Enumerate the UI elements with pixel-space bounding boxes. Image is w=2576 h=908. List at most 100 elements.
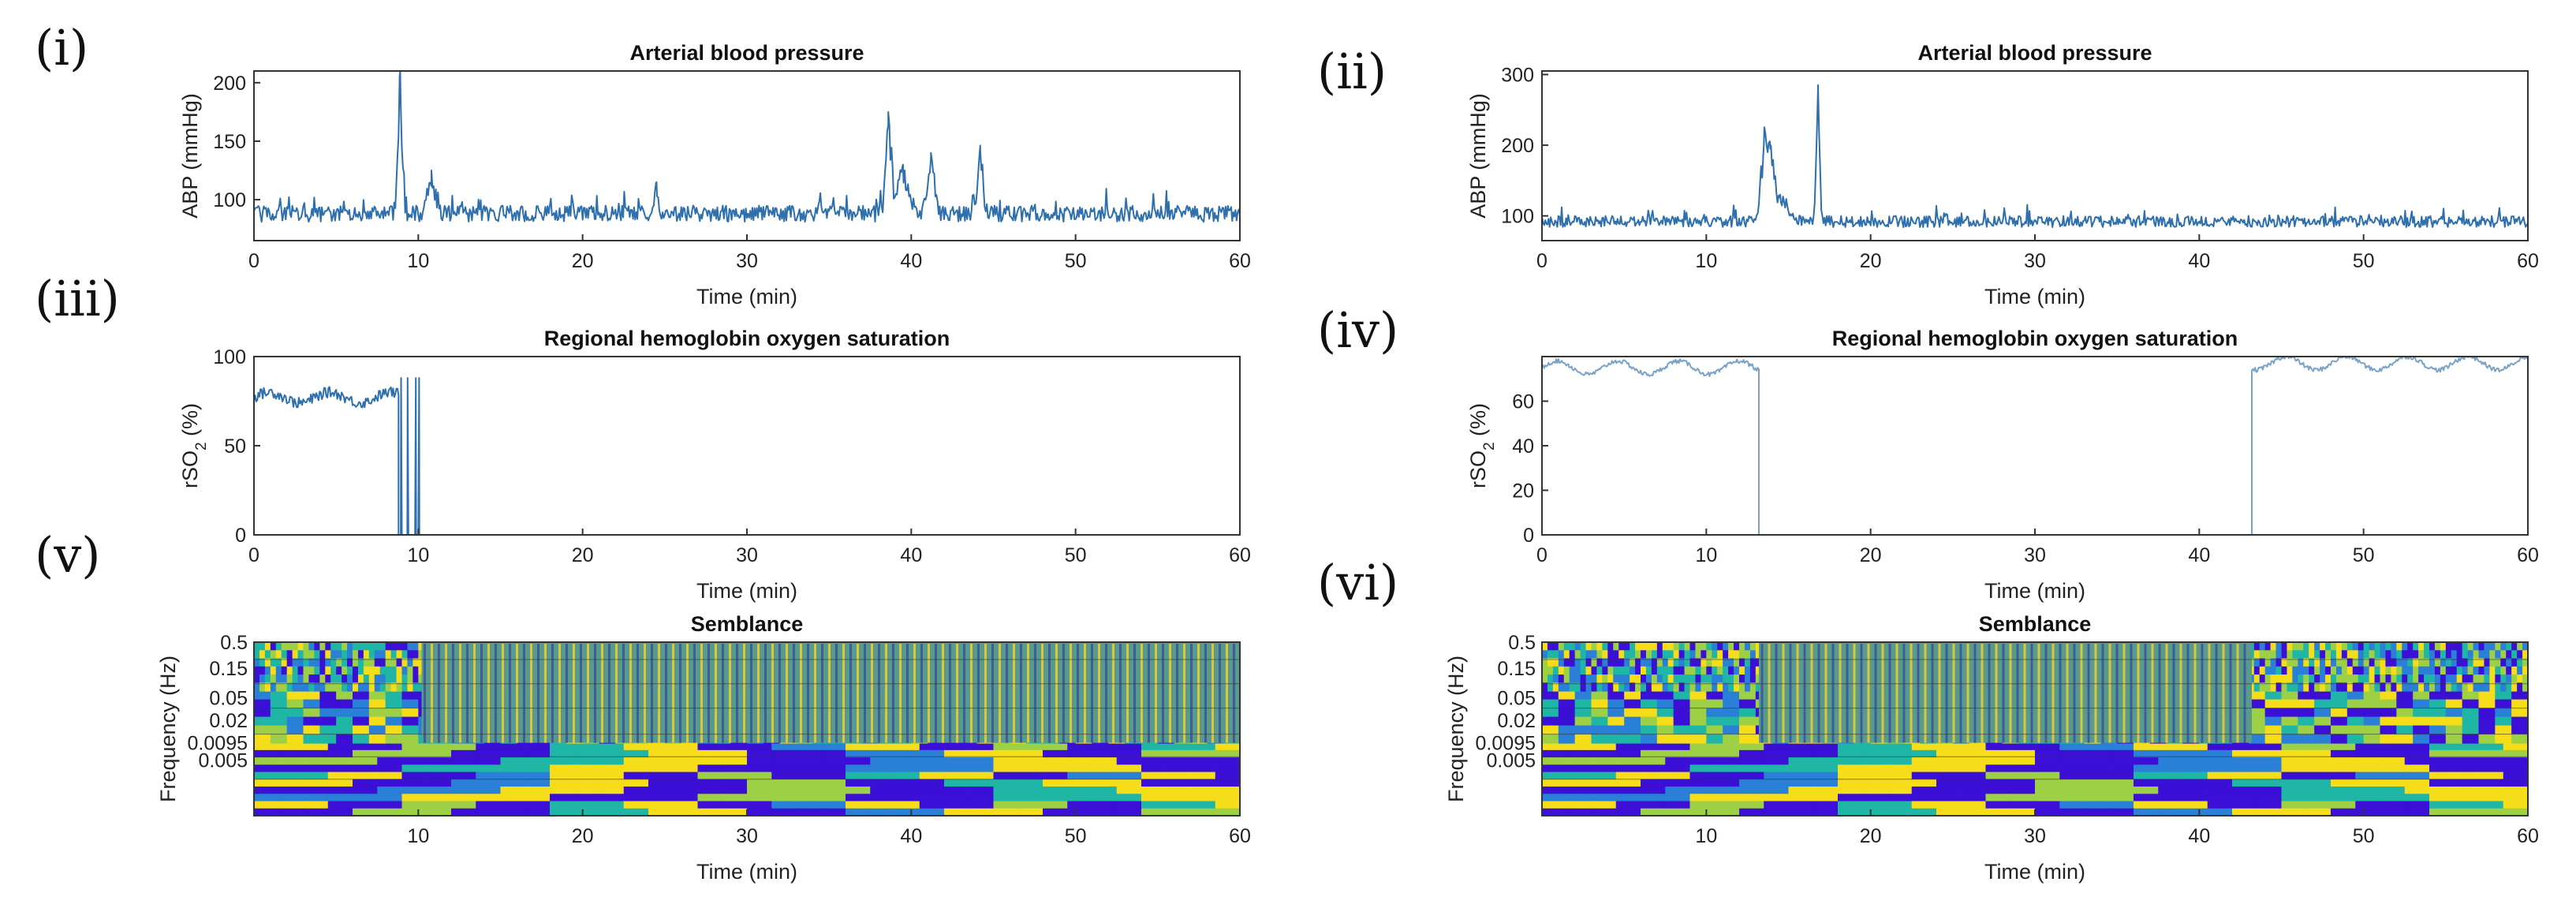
semblance-high-cell	[2298, 658, 2305, 667]
semblance-band-cell	[1665, 757, 1691, 766]
semblance-high-cell	[1717, 642, 1724, 652]
semblance-high-cell	[2320, 682, 2327, 692]
semblance-high-cell	[270, 642, 277, 652]
semblance-high-cell	[1563, 682, 1570, 692]
semblance-high-cell	[2391, 674, 2398, 684]
semblance-high-cell	[1635, 666, 1641, 676]
semblance-band-cell	[2305, 787, 2331, 795]
semblance-high-cell	[281, 658, 288, 667]
semblance-band-cell	[2404, 764, 2430, 773]
semblance-high-cell	[275, 658, 282, 667]
semblance-high-cell	[2511, 666, 2518, 676]
semblance-high-cell	[2253, 642, 2261, 652]
semblance-band-cell	[870, 779, 896, 788]
semblance-high-cell	[2259, 642, 2266, 652]
semblance-band-cell	[1936, 764, 1962, 773]
semblance-band-cell	[796, 787, 822, 795]
semblance-high-cell	[1645, 674, 1652, 684]
semblance-high-cell	[2418, 658, 2425, 667]
semblance-band-cell	[1985, 779, 2011, 788]
semblance-band-cell	[993, 787, 1019, 795]
semblance-high-cell	[1602, 674, 1609, 684]
semblance-mid-cell	[2298, 734, 2316, 744]
semblance-mid-cell	[2413, 690, 2430, 701]
semblance-mid-cell	[1624, 699, 1641, 709]
semblance-high-cell	[1569, 682, 1576, 692]
semblance-band-cell	[846, 779, 872, 788]
x-tick-label: 30	[736, 250, 758, 272]
semblance-high-cell	[1695, 642, 1702, 652]
semblance-mid-cell	[1591, 690, 1609, 701]
semblance-band-cell	[1043, 742, 1069, 751]
semblance-high-cell	[2495, 682, 2502, 692]
semblance-band-cell	[2281, 794, 2307, 802]
semblance-band-cell	[820, 794, 846, 802]
semblance-band-cell	[476, 764, 502, 773]
semblance-band-cell	[599, 801, 625, 809]
semblance-band-cell	[820, 749, 846, 759]
semblance-mid-cell	[2298, 699, 2316, 709]
semblance-band-cell	[1813, 808, 1839, 816]
semblance-band-cell	[820, 787, 846, 795]
semblance-band-cell	[1116, 787, 1142, 795]
semblance-mid-cell	[1574, 716, 1592, 727]
semblance-high-cell	[2424, 642, 2430, 652]
semblance-band-cell	[1764, 757, 1790, 766]
semblance-band-cell	[278, 779, 304, 788]
semblance-band-cell	[820, 808, 846, 816]
semblance-band-cell	[2134, 772, 2160, 780]
semblance-band-cell	[1190, 757, 1216, 766]
semblance-mid-cell	[2380, 708, 2398, 718]
semblance-high-cell	[418, 674, 425, 684]
semblance-high-cell	[2484, 682, 2491, 692]
semblance-band-cell	[1985, 742, 2011, 751]
semblance-band-cell	[2182, 764, 2208, 773]
semblance-high-cell	[2253, 658, 2261, 667]
semblance-band-cell	[1067, 757, 1093, 766]
semblance-band-cell	[1714, 801, 1740, 809]
semblance-band-cell	[1615, 742, 1641, 751]
x-tick-label: 50	[2353, 250, 2375, 272]
semblance-band-cell	[1641, 779, 1667, 788]
semblance-high-cell	[2522, 682, 2528, 692]
semblance-band-cell	[2429, 794, 2455, 802]
semblance-mid-cell	[353, 708, 370, 718]
semblance-high-cell	[2352, 666, 2359, 676]
semblance-high-cell	[330, 666, 338, 676]
semblance-high-cell	[1673, 666, 1680, 676]
semblance-high-cell	[2281, 650, 2288, 660]
semblance-band-cell	[648, 787, 674, 795]
y-tick-label: 0.005	[198, 750, 248, 772]
semblance-band-cell	[1141, 764, 1167, 773]
semblance-mid-cell	[1558, 699, 1576, 709]
semblance-high-cell	[2298, 642, 2305, 652]
semblance-high-cell	[2462, 658, 2469, 667]
semblance-band-cell	[327, 801, 353, 809]
semblance-band-cell	[1936, 757, 1962, 766]
semblance-high-cell	[1651, 650, 1658, 660]
semblance-band-cell	[1017, 749, 1043, 759]
semblance-band-cell	[254, 772, 280, 780]
x-tick-label: 40	[2188, 250, 2210, 272]
semblance-band-cell	[1641, 757, 1667, 766]
semblance-mid-cell	[2413, 725, 2430, 735]
semblance-high-cell	[2346, 658, 2354, 667]
semblance-mid-cell	[401, 725, 420, 735]
semblance-band-cell	[1739, 787, 1765, 795]
semblance-high-cell	[281, 666, 288, 676]
semblance-band-cell	[401, 808, 427, 816]
semblance-mid-cell	[2248, 699, 2266, 709]
semblance-high-cell	[297, 666, 304, 676]
semblance-mid-cell	[319, 690, 338, 701]
semblance-mid-cell	[270, 699, 288, 709]
semblance-band-cell	[327, 787, 353, 795]
semblance-band-cell	[1043, 787, 1069, 795]
semblance-band-cell	[648, 801, 674, 809]
semblance-band-cell	[550, 787, 576, 795]
semblance-high-cell	[292, 666, 299, 676]
semblance-band-cell	[1665, 749, 1691, 759]
semblance-high-cell	[1656, 658, 1663, 667]
semblance-mid-cell	[1558, 725, 1576, 735]
chart-title: Semblance	[1979, 612, 2092, 636]
semblance-band-cell	[254, 808, 280, 816]
